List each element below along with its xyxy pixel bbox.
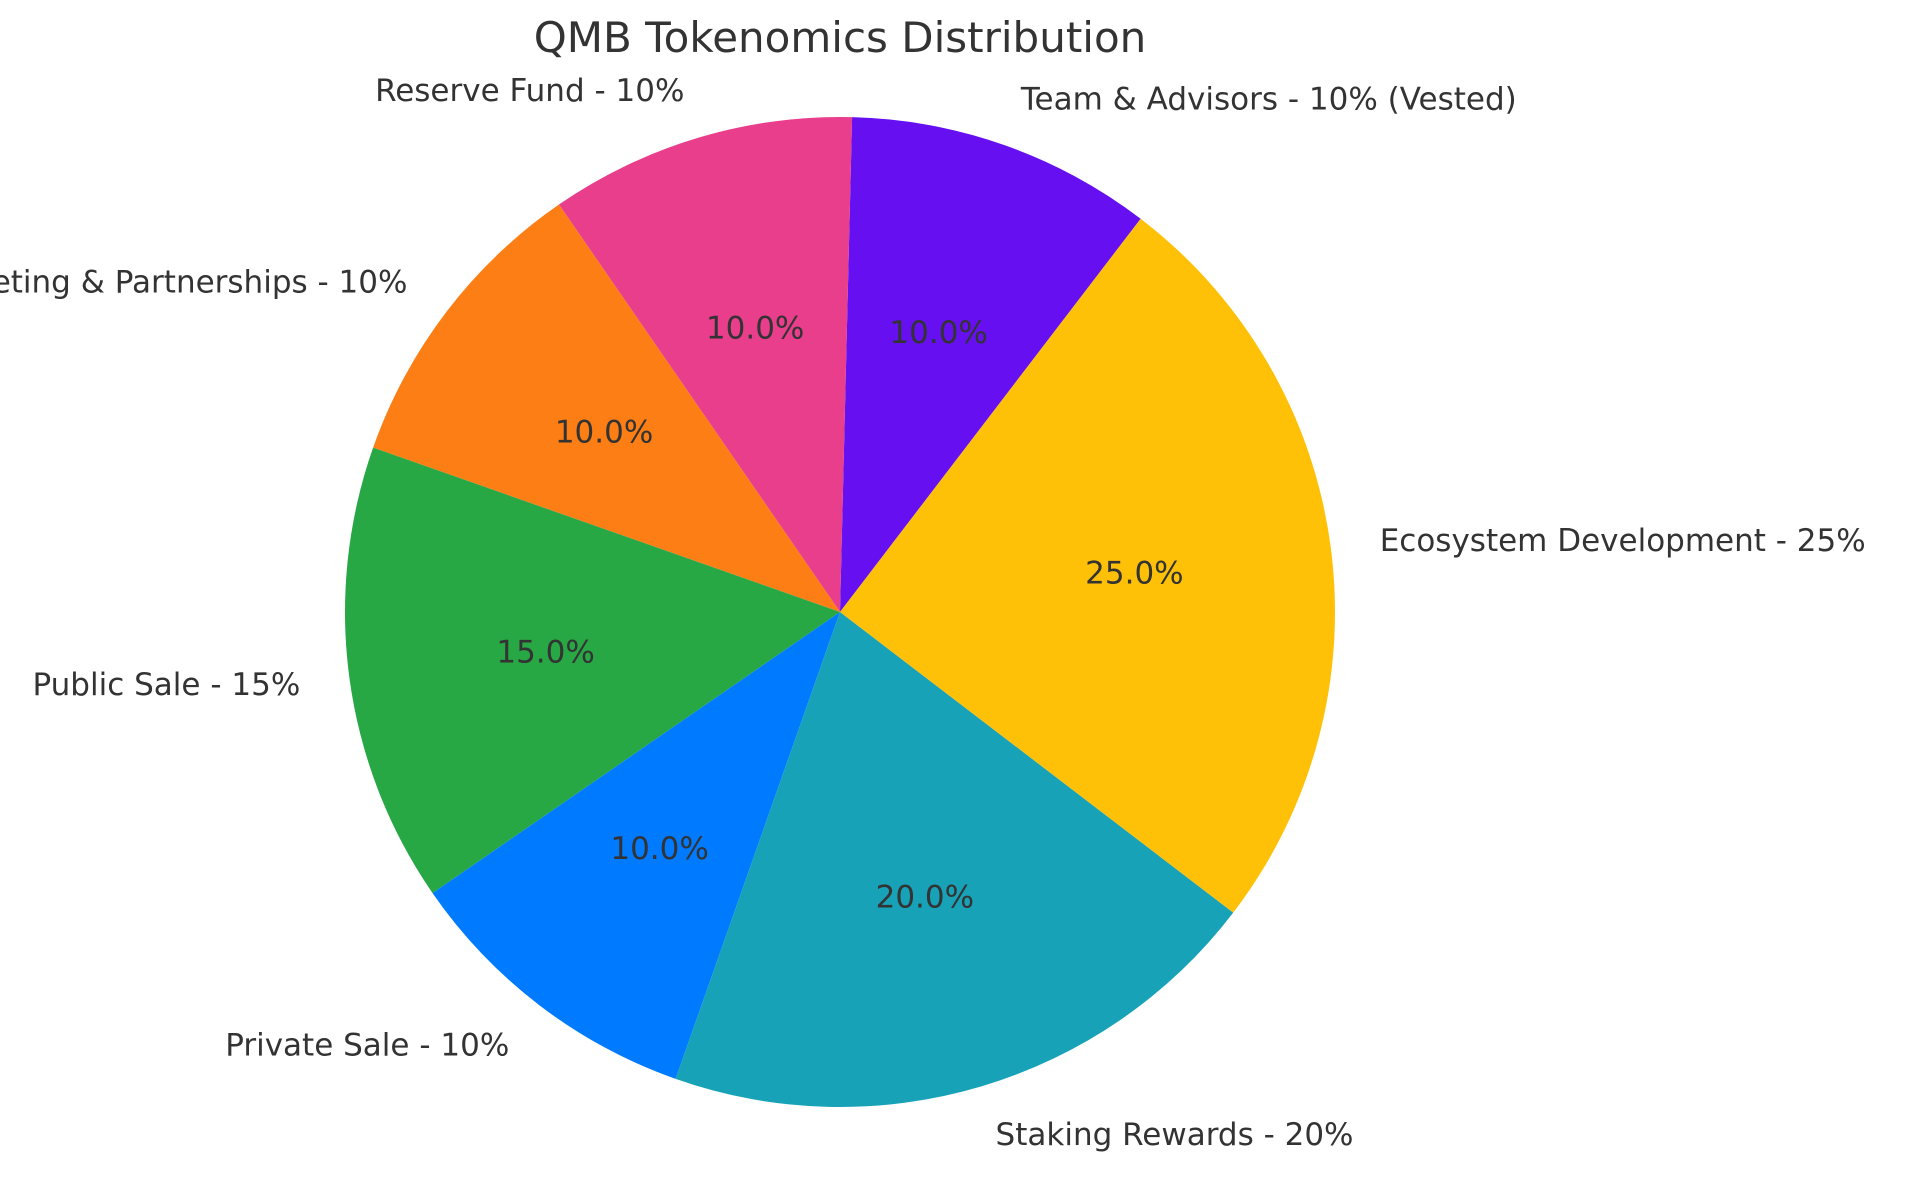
pie-slices xyxy=(345,117,1335,1107)
slice-label: Private Sale - 10% xyxy=(225,1028,509,1064)
pie-slice-private-sale-10 xyxy=(432,612,840,1079)
slice-label: Public Sale - 15% xyxy=(33,667,301,703)
pie-slice-team-and-advisors-10-vested xyxy=(840,117,1141,612)
pie-slice-marketing-and-partnerships-10 xyxy=(373,204,840,613)
slice-label: Reserve Fund - 10% xyxy=(375,73,684,109)
percent-label: 10.0% xyxy=(889,315,987,351)
percent-label: 10.0% xyxy=(610,831,708,867)
pie-slice-public-sale-15 xyxy=(345,447,840,894)
slice-label: Staking Rewards - 20% xyxy=(996,1117,1354,1153)
percent-label: 25.0% xyxy=(1085,556,1183,592)
percent-label: 10.0% xyxy=(706,310,804,346)
slice-label: Team & Advisors - 10% (Vested) xyxy=(1020,81,1517,117)
percent-label: 10.0% xyxy=(555,415,653,451)
slice-label: Marketing & Partnerships - 10% xyxy=(0,264,407,300)
percent-labels: 10.0% 10.0% 10.0% 15.0% 10.0% 20.0% 25.0% xyxy=(496,310,1183,915)
chart-title: QMB Tokenomics Distribution xyxy=(534,13,1147,62)
slice-labels: Team & Advisors - 10% (Vested) Reserve Fu… xyxy=(0,73,1866,1153)
pie-slice-ecosystem-development-25 xyxy=(840,218,1335,913)
pie-slice-staking-rewards-20 xyxy=(675,612,1234,1107)
percent-label: 15.0% xyxy=(496,634,594,670)
slice-label: Ecosystem Development - 25% xyxy=(1380,523,1866,559)
pie-slice-reserve-fund-10 xyxy=(558,117,853,612)
percent-label: 20.0% xyxy=(876,880,974,916)
